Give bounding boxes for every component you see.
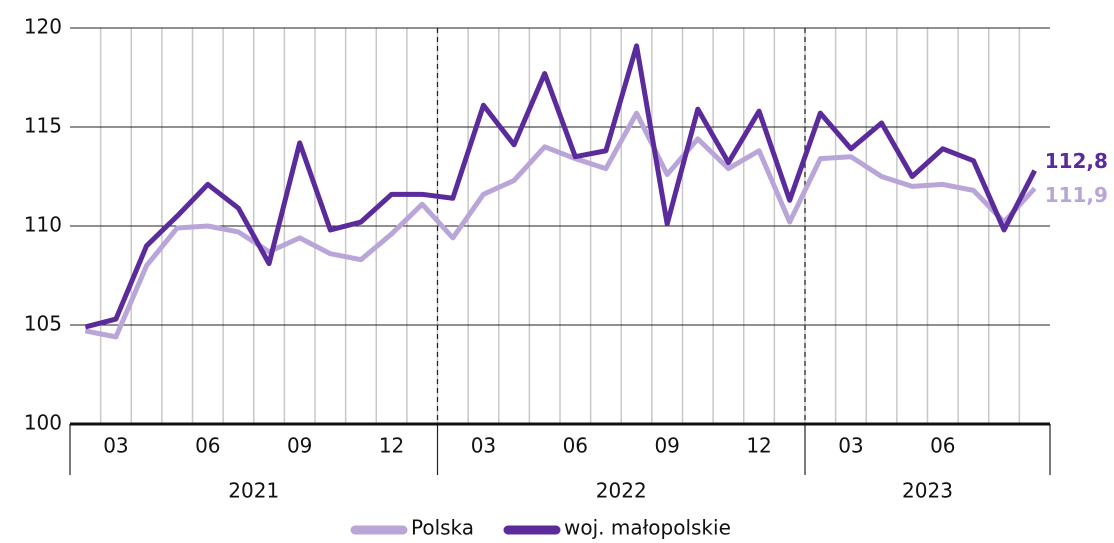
x-tick-label: 12	[379, 434, 404, 458]
end-label: 112,8	[1045, 149, 1108, 173]
y-tick-label: 115	[24, 114, 62, 138]
x-tick-label: 03	[471, 434, 496, 458]
y-tick-label: 105	[24, 312, 62, 336]
y-tick-label: 100	[24, 411, 62, 435]
legend-label: Polska	[411, 516, 474, 540]
series-line	[84, 110, 1037, 340]
x-tick-label: 09	[654, 434, 679, 458]
legend-label: woj. małopolskie	[564, 516, 731, 540]
year-label: 2021	[228, 479, 279, 503]
x-tick-label: 06	[930, 434, 955, 458]
x-tick-label: 03	[838, 434, 863, 458]
year-label: 2022	[596, 479, 647, 503]
end-label: 111,9	[1045, 183, 1108, 207]
year-label: 2023	[902, 479, 953, 503]
x-tick-label: 12	[746, 434, 771, 458]
x-tick-label: 06	[195, 434, 220, 458]
x-tick-label: 09	[287, 434, 312, 458]
x-tick-label: 06	[563, 434, 588, 458]
x-tick-label: 03	[103, 434, 128, 458]
y-tick-label: 120	[24, 15, 62, 39]
y-tick-label: 110	[24, 213, 62, 237]
series-line	[84, 43, 1037, 330]
